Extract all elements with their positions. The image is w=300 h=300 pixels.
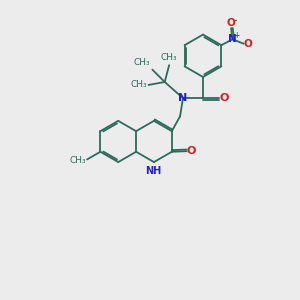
- Text: N: N: [178, 93, 188, 103]
- Text: CH₃: CH₃: [161, 53, 178, 62]
- Text: O: O: [244, 39, 252, 49]
- Text: CH₃: CH₃: [69, 156, 86, 165]
- Text: -: -: [234, 15, 237, 25]
- Text: O: O: [187, 146, 196, 156]
- Text: +: +: [233, 31, 240, 40]
- Text: CH₃: CH₃: [134, 58, 150, 67]
- Text: N: N: [228, 34, 237, 44]
- Text: CH₃: CH₃: [130, 80, 147, 89]
- Text: NH: NH: [145, 166, 161, 176]
- Text: O: O: [227, 18, 236, 28]
- Text: O: O: [220, 93, 229, 103]
